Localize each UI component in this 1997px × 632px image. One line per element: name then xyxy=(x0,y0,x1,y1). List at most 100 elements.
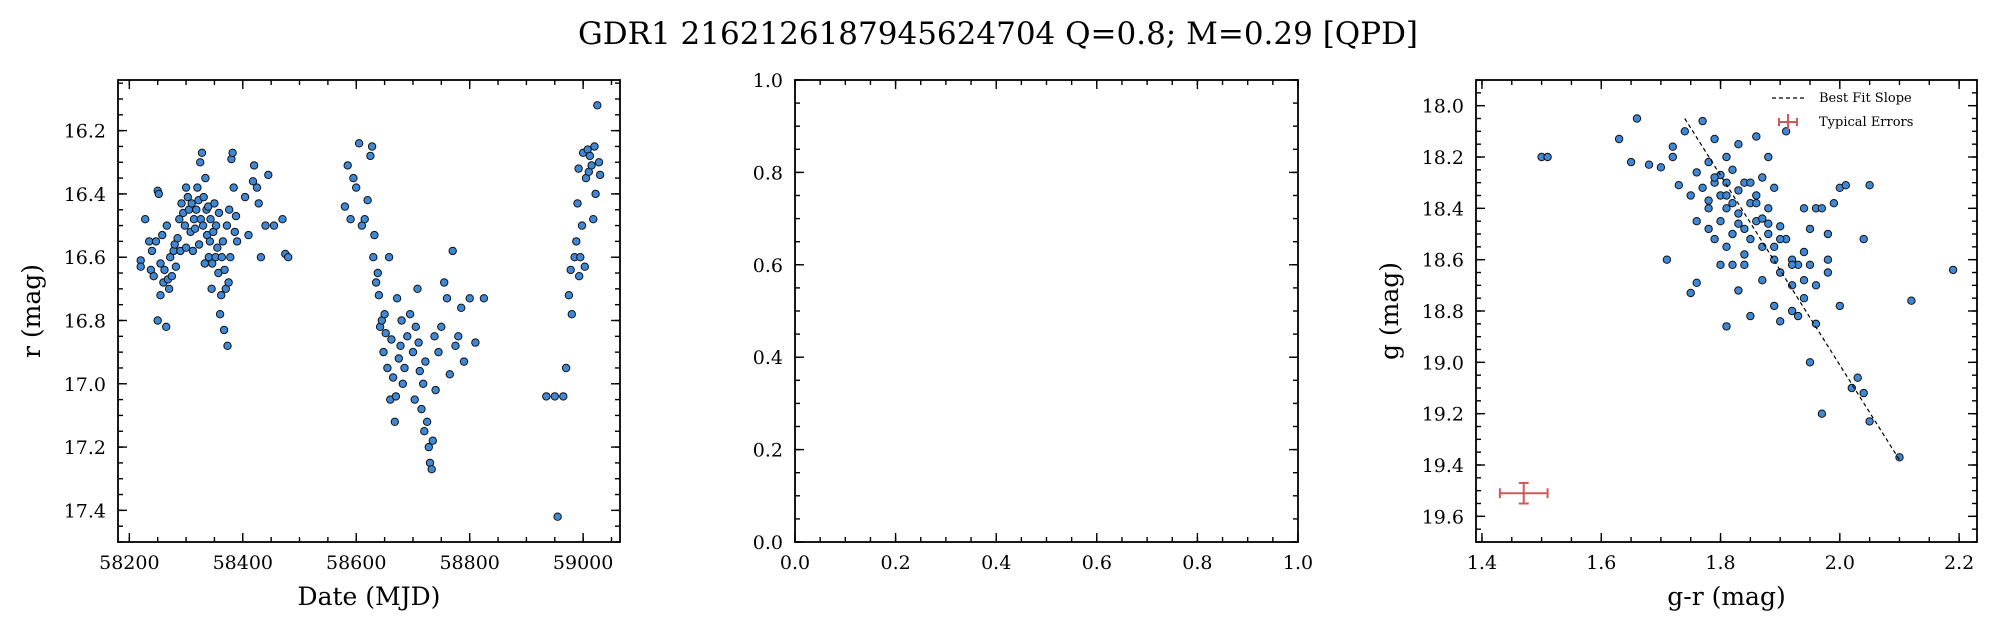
data-point xyxy=(1823,268,1833,277)
data-point xyxy=(240,192,250,202)
data-point xyxy=(1841,181,1851,190)
data-point xyxy=(1758,173,1767,182)
data-point xyxy=(390,417,399,426)
data-point xyxy=(1692,217,1701,226)
data-point xyxy=(352,183,361,192)
data-point xyxy=(226,253,235,262)
data-point xyxy=(278,215,287,224)
data-point xyxy=(205,237,215,246)
data-point xyxy=(363,196,372,205)
x-tick-label: 1.4 xyxy=(1467,552,1497,574)
data-point xyxy=(465,294,474,303)
data-point xyxy=(181,183,191,192)
data-point xyxy=(217,253,227,262)
data-point xyxy=(451,341,460,350)
x-tick-label: 58200 xyxy=(99,552,159,574)
data-point xyxy=(587,161,596,170)
x-axis-label: Date (MJD) xyxy=(298,582,441,611)
y-tick-label: 16.2 xyxy=(64,121,106,143)
data-point xyxy=(457,303,466,312)
data-point xyxy=(1752,191,1761,200)
data-point xyxy=(1865,181,1874,190)
data-point xyxy=(437,322,446,331)
data-point xyxy=(403,332,412,341)
data-point xyxy=(232,237,242,246)
data-point xyxy=(360,215,369,224)
data-point xyxy=(187,199,196,208)
data-point xyxy=(572,237,581,246)
data-point xyxy=(164,284,174,293)
data-point xyxy=(228,148,237,158)
x-tick-label: 0.6 xyxy=(1082,552,1112,574)
data-point xyxy=(434,347,443,357)
data-point xyxy=(1770,183,1779,193)
data-point xyxy=(440,278,449,287)
y-tick-label: 18.2 xyxy=(1422,147,1464,169)
data-point xyxy=(419,379,428,388)
data-point xyxy=(1728,199,1737,208)
data-point xyxy=(173,234,182,243)
data-point xyxy=(261,221,270,230)
data-point xyxy=(154,189,164,199)
x-tick-label: 2.2 xyxy=(1944,552,1974,574)
data-point xyxy=(1722,204,1731,213)
ticks: 58200 58400 58600 58800 59000 16.2 16.4 16.6 16.… xyxy=(64,80,620,574)
data-point xyxy=(188,246,198,256)
data-points xyxy=(1537,114,1958,462)
data-point xyxy=(373,268,382,278)
data-point xyxy=(1752,199,1761,208)
data-points xyxy=(136,101,605,521)
y-tick-label: 0.8 xyxy=(753,162,783,184)
data-point xyxy=(249,161,259,170)
data-point xyxy=(1764,219,1773,228)
data-point xyxy=(149,272,158,281)
data-point xyxy=(576,253,585,262)
data-point xyxy=(1787,306,1797,316)
data-point xyxy=(1704,157,1713,167)
data-point xyxy=(573,199,582,208)
data-point xyxy=(136,262,145,271)
data-point xyxy=(1698,183,1707,193)
data-point xyxy=(1835,301,1845,311)
data-point xyxy=(594,158,604,167)
legend-label: Best Fit Slope xyxy=(1819,91,1912,106)
data-point xyxy=(201,173,210,183)
x-tick-label: 59000 xyxy=(553,552,613,574)
data-point xyxy=(256,253,266,262)
data-point xyxy=(422,417,432,426)
data-point xyxy=(589,215,598,224)
data-point xyxy=(166,253,175,262)
data-point xyxy=(211,221,221,230)
x-tick-label: 0.2 xyxy=(880,552,910,574)
data-point xyxy=(445,370,454,379)
data-point xyxy=(1752,132,1761,141)
data-point xyxy=(220,265,229,275)
data-point xyxy=(442,294,452,303)
y-axis-label: g (mag) xyxy=(1375,262,1404,360)
data-point xyxy=(1811,281,1821,290)
data-point xyxy=(367,142,377,151)
data-point xyxy=(1823,255,1833,264)
data-point xyxy=(223,341,232,350)
x-tick-label: 1.6 xyxy=(1586,552,1616,574)
data-point xyxy=(417,404,426,414)
data-point xyxy=(591,189,600,199)
data-point xyxy=(190,224,200,233)
data-point xyxy=(1704,204,1713,213)
data-point xyxy=(1656,163,1666,172)
data-point xyxy=(421,357,430,366)
data-point xyxy=(284,253,293,262)
data-point xyxy=(580,262,589,271)
data-point xyxy=(1644,160,1654,169)
data-point xyxy=(213,243,222,252)
data-point xyxy=(1823,229,1833,239)
data-point xyxy=(217,291,226,300)
data-point xyxy=(1704,196,1713,205)
data-point xyxy=(427,465,436,474)
data-point xyxy=(366,151,375,161)
data-point xyxy=(414,338,423,347)
data-point xyxy=(193,183,202,192)
ticks: 1.4 1.6 1.8 2.0 2.2 18.0 18.2 18.4 18.6 18.8 19.0 1… xyxy=(1422,79,1977,574)
data-point xyxy=(454,332,463,341)
data-point xyxy=(1817,409,1827,418)
